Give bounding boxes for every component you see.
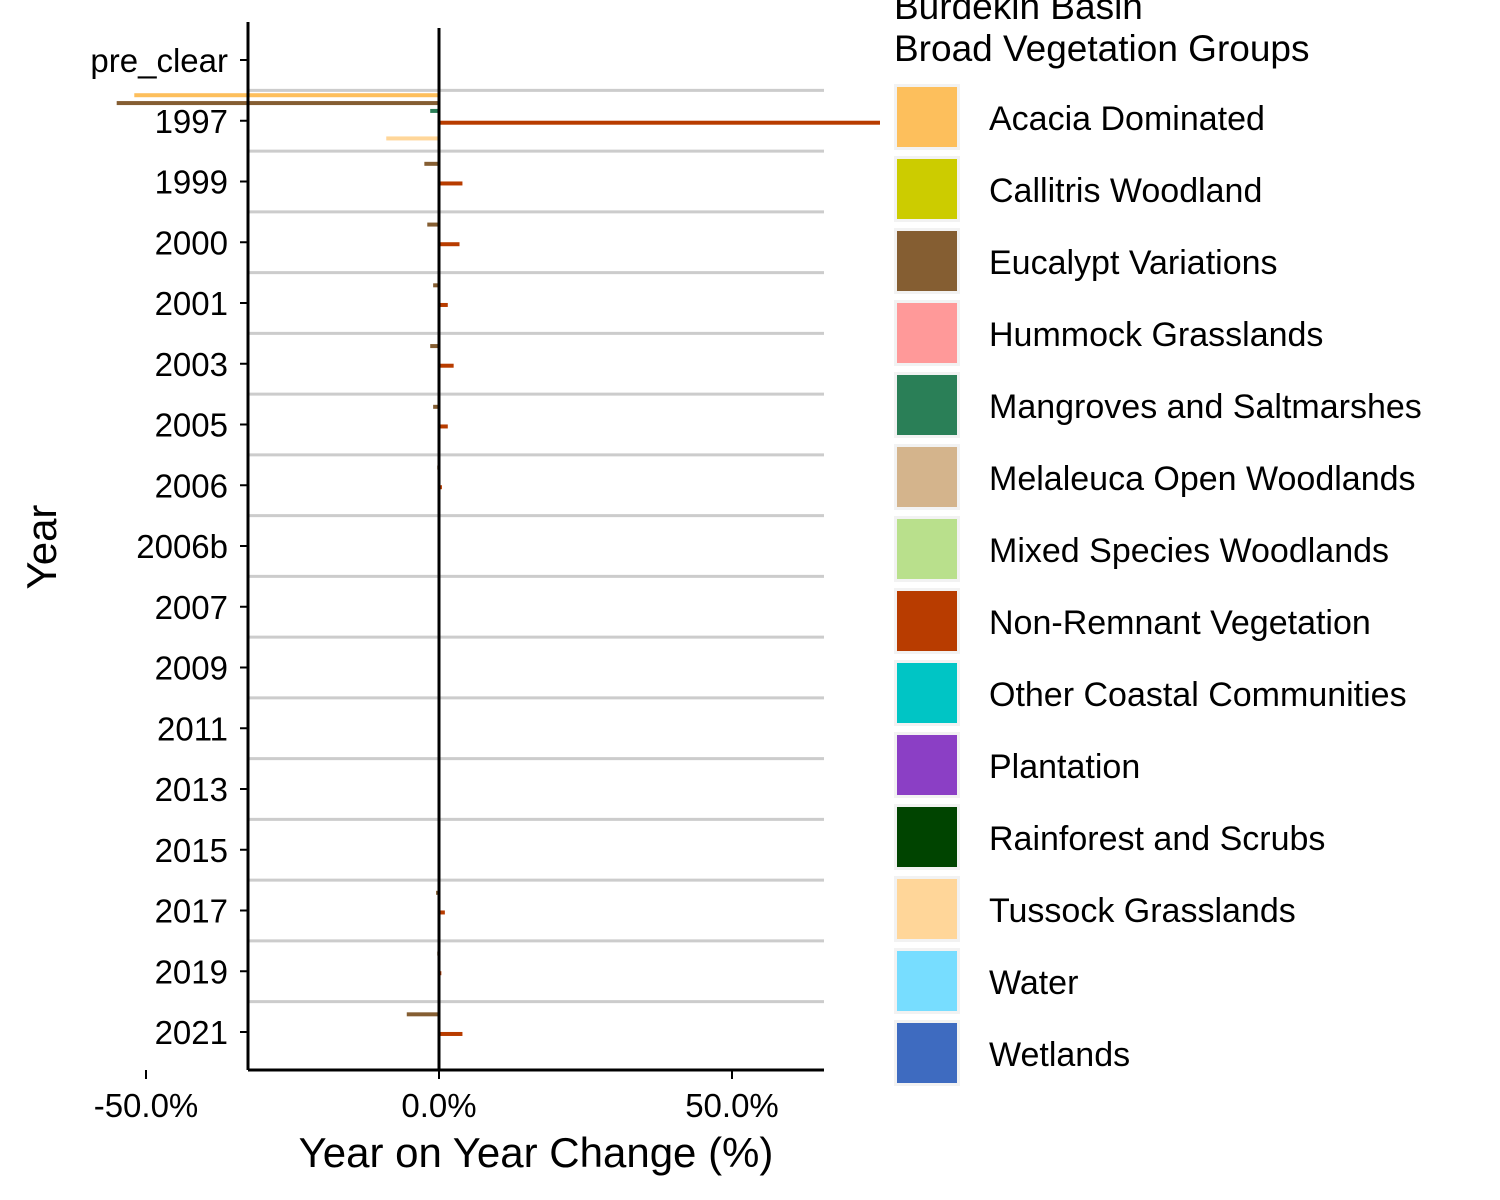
legend-label: Non-Remnant Vegetation	[989, 604, 1371, 642]
legend-swatch	[894, 516, 960, 582]
legend-label: Melaleuca Open Woodlands	[989, 460, 1416, 498]
legend-label: Callitris Woodland	[989, 172, 1263, 210]
axes	[246, 22, 824, 1072]
legend-swatch	[894, 300, 960, 366]
bar	[430, 108, 439, 113]
bar	[424, 161, 439, 166]
legend-swatch	[894, 372, 960, 438]
legend-swatch	[894, 660, 960, 726]
legend-label: Mixed Species Woodlands	[989, 532, 1390, 570]
legend-label: Rainforest and Scrubs	[989, 820, 1326, 858]
legend-item: Hummock Grasslands	[894, 300, 1494, 372]
y-tick-label: 2017	[155, 893, 228, 930]
bar	[433, 283, 439, 288]
legend-swatch	[894, 804, 960, 870]
legend-swatch	[894, 588, 960, 654]
legend-swatch	[894, 444, 960, 510]
legend-swatch	[894, 948, 960, 1014]
chart-plot: pre_clear 1997 1999 2000 2001 2003 2005 2006 200…	[18, 22, 880, 1176]
bar	[439, 242, 460, 247]
legend-item: Eucalypt Variations	[894, 228, 1494, 300]
bar	[116, 101, 439, 106]
bar	[439, 424, 448, 429]
bar	[427, 222, 439, 227]
y-tick-label: pre_clear	[90, 42, 228, 79]
bar	[430, 344, 439, 349]
legend: Burdekin Basin Broad Vegetation Groups A…	[894, 0, 1494, 1092]
legend-swatch	[894, 228, 960, 294]
bar	[439, 910, 445, 915]
y-tick-label: 2013	[155, 771, 228, 808]
grid-lines	[248, 88, 824, 1004]
legend-swatch	[894, 156, 960, 222]
x-tick-label: -50.0%	[94, 1087, 199, 1124]
legend-swatch	[894, 84, 960, 150]
legend-label: Mangroves and Saltmarshes	[989, 388, 1422, 426]
bar	[439, 1031, 463, 1036]
x-tick-labels: -50.0%0.0%50.0%100.0%	[94, 1070, 779, 1124]
legend-item: Non-Remnant Vegetation	[894, 588, 1494, 660]
bar	[433, 404, 439, 409]
legend-title-line-2: Broad Vegetation Groups	[894, 28, 1310, 69]
bar	[439, 302, 448, 307]
x-tick-label: 50.0%	[685, 1087, 779, 1124]
x-axis-title: Year on Year Change (%)	[299, 1129, 774, 1176]
bar	[439, 363, 454, 368]
y-axis-title: Year	[18, 505, 65, 590]
bar	[439, 120, 880, 125]
legend-label: Other Coastal Communities	[989, 676, 1407, 714]
legend-label: Wetlands	[989, 1036, 1131, 1074]
legend-swatch	[894, 732, 960, 798]
x-tick-label: 0.0%	[401, 1087, 476, 1124]
legend-item: Water	[894, 948, 1494, 1020]
y-tick-label: 1997	[155, 103, 228, 140]
legend-label: Plantation	[989, 748, 1141, 786]
bar	[439, 181, 463, 186]
y-tick-label: 2009	[155, 650, 228, 687]
legend-title: Burdekin Basin Broad Vegetation Groups	[894, 0, 1494, 70]
y-tick-label: 2005	[155, 407, 228, 444]
bar	[134, 93, 439, 98]
legend-swatch	[894, 1020, 960, 1086]
legend-swatch	[894, 876, 960, 942]
legend-item: Melaleuca Open Woodlands	[894, 444, 1494, 516]
y-tick-label: 2011	[157, 710, 228, 747]
legend-label: Hummock Grasslands	[989, 316, 1324, 354]
legend-item: Callitris Woodland	[894, 156, 1494, 228]
legend-item: Plantation	[894, 732, 1494, 804]
bars	[116, 93, 880, 1036]
legend-items: Acacia Dominated Callitris Woodland Eucaly…	[894, 84, 1494, 1092]
y-tick-labels: pre_clear 1997 1999 2000 2001 2003 2005 2006 200…	[90, 42, 248, 1051]
y-tick-label: 2006b	[136, 528, 228, 565]
legend-item: Acacia Dominated	[894, 84, 1494, 156]
legend-label: Tussock Grasslands	[989, 892, 1296, 930]
legend-item: Rainforest and Scrubs	[894, 804, 1494, 876]
legend-item: Tussock Grasslands	[894, 876, 1494, 948]
legend-label: Eucalypt Variations	[989, 244, 1278, 282]
legend-item: Mangroves and Saltmarshes	[894, 372, 1494, 444]
y-tick-label: 2015	[155, 832, 228, 869]
y-tick-label: 2003	[155, 346, 228, 383]
legend-item: Other Coastal Communities	[894, 660, 1494, 732]
y-tick-label: 2001	[155, 285, 228, 322]
y-tick-label: 2021	[155, 1014, 228, 1051]
y-tick-label: 2007	[155, 589, 228, 626]
y-tick-label: 2019	[155, 953, 228, 990]
legend-label: Acacia Dominated	[989, 100, 1265, 138]
bar	[406, 1012, 439, 1017]
y-tick-label: 2006	[155, 467, 228, 504]
legend-item: Mixed Species Woodlands	[894, 516, 1494, 588]
legend-label: Water	[989, 964, 1079, 1002]
y-tick-label: 2000	[155, 224, 228, 261]
y-tick-label: 1999	[155, 164, 228, 201]
legend-item: Wetlands	[894, 1020, 1494, 1092]
bar	[386, 136, 439, 141]
legend-title-line-1: Burdekin Basin	[894, 0, 1143, 27]
